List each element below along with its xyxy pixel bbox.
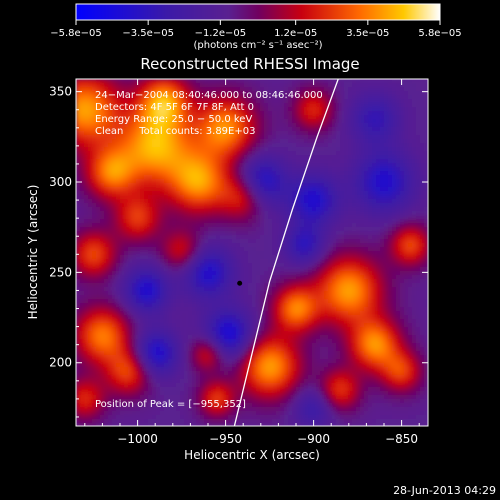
chart-title: Reconstructed RHESSI Image [140,55,359,73]
y-axis-label: Heliocentric Y (arcsec) [26,185,40,320]
y-axis-ticks: 200 250 300 350 [49,85,428,418]
x-tick-label: −900 [297,432,330,446]
peak-marker [237,280,243,286]
y-tick-label: 350 [49,85,72,99]
y-tick-label: 300 [49,175,72,189]
colorbar-tick-label: 3.5e−05 [346,28,389,39]
colorbar-tick-label: 1.2e−05 [274,28,317,39]
annotation-energy: Energy Range: 25.0 − 50.0 keV [95,114,252,125]
x-tick-label: −850 [385,432,418,446]
heatmap-image [76,79,428,426]
solar-limb-curve [233,79,339,426]
colorbar-ticks: −5.8e−05 −3.5e−05 −1.2e−05 1.2e−05 3.5e−05 5.… [50,20,462,39]
x-axis-ticks: −1000 −950 −900 −850 [84,79,420,446]
footer-timestamp: 28-Jun-2013 04:29 [393,484,496,497]
colorbar-tick-label: −5.8e−05 [50,28,102,39]
annotation-time-range: 24−Mar−2004 08:40:46.000 to 08:46:46.000 [95,90,323,101]
y-tick-label: 200 [49,356,72,370]
peak-position-label: Position of Peak = [−955,352] [95,399,246,410]
colorbar-tick-label: −1.2e−05 [195,28,247,39]
y-tick-label: 250 [49,265,72,279]
x-tick-label: −1000 [117,432,158,446]
x-tick-label: −950 [209,432,242,446]
colorbar-units: (photons cm⁻² s⁻¹ asec⁻²) [193,40,322,51]
annotation-detectors: Detectors: 4F 5F 6F 7F 8F, Att 0 [95,102,254,113]
colorbar [75,3,441,21]
plot-frame [75,78,429,427]
colorbar-tick-label: −3.5e−05 [122,28,174,39]
annotation-clean-counts: Clean Total counts: 3.89E+03 [95,126,255,137]
colorbar-tick-label: 5.8e−05 [418,28,461,39]
x-axis-label: Heliocentric X (arcsec) [184,448,320,462]
